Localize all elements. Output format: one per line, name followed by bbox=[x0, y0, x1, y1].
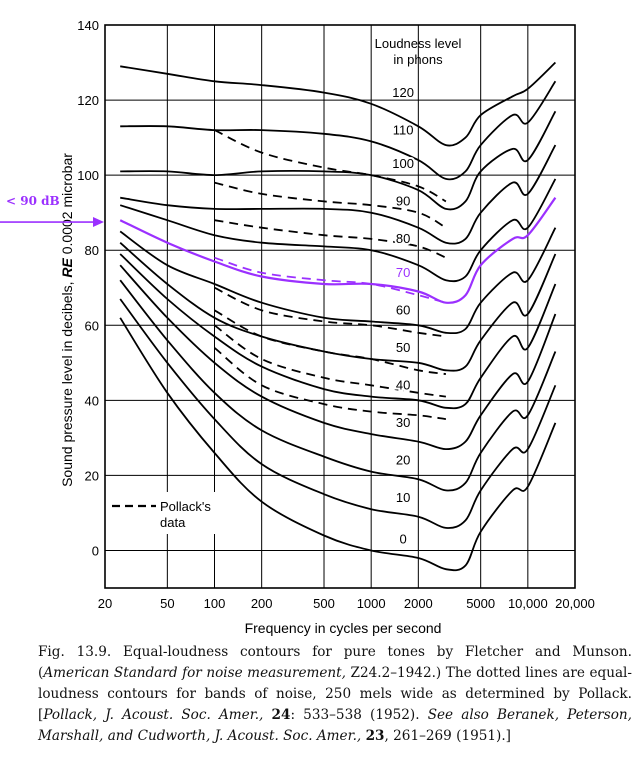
y-tick-label: 60 bbox=[85, 318, 99, 333]
pollack-contour-50 bbox=[214, 309, 447, 375]
pollack-contour-30 bbox=[213, 347, 447, 420]
contour-label-80: 80 bbox=[396, 231, 410, 246]
x-tick-label: 5000 bbox=[466, 596, 495, 611]
contour-80-phon bbox=[119, 178, 557, 283]
contour-label-120: 120 bbox=[392, 85, 414, 100]
contour-90-phon bbox=[120, 144, 557, 245]
x-tick-label: 20 bbox=[98, 596, 112, 611]
y-tick-label: 100 bbox=[77, 168, 99, 183]
contour-60-phon bbox=[119, 227, 557, 335]
plot-frame bbox=[104, 24, 576, 589]
x-tick-label: 50 bbox=[160, 596, 174, 611]
contour-70-phon bbox=[119, 197, 557, 304]
contour-40-phon bbox=[119, 253, 557, 410]
caption-italic-3: See also Beranek, Peterson, Marshall, an… bbox=[38, 707, 632, 744]
pollack-contour-70 bbox=[214, 256, 447, 304]
caption-italic-1: American Standard for noise measurement, bbox=[43, 665, 346, 681]
pollack-legend-label1: Pollack's bbox=[160, 499, 211, 514]
caption-text-1: Equal-loudness contours for pure tones b… bbox=[38, 644, 632, 681]
y-tick-label: 0 bbox=[92, 543, 99, 558]
x-tick-label: 2000 bbox=[404, 596, 433, 611]
y-tick-label: 40 bbox=[85, 393, 99, 408]
contour-label-40: 40 bbox=[396, 378, 410, 393]
x-tick-label: 200 bbox=[251, 596, 273, 611]
axis-ticks: 20 50 100 200 500 1000 2000 5000 10,000 20,000020… bbox=[77, 18, 595, 611]
y-axis-label-part1: Sound pressure level in decibels, bbox=[59, 278, 75, 487]
x-tick-label: 500 bbox=[313, 596, 335, 611]
pollack-contour-40 bbox=[213, 324, 447, 398]
loudness-chart: 20 50 100 200 500 1000 2000 5000 10,000 20,000020… bbox=[0, 18, 595, 636]
contour-120-phon bbox=[120, 61, 557, 147]
annotation-arrow-head bbox=[93, 217, 104, 228]
series-lines bbox=[119, 61, 557, 572]
x-tick-label: 100 bbox=[204, 596, 226, 611]
contour-20-phon bbox=[119, 279, 557, 492]
caption-text-4: : 533–538 (1952). bbox=[290, 707, 428, 723]
annotation-label: < 90 dB bbox=[6, 194, 60, 208]
y-axis-label-part3: 0.0002 microbar bbox=[59, 153, 75, 258]
contour-label-0: 0 bbox=[400, 531, 407, 546]
contour-10-phon bbox=[119, 298, 557, 529]
y-axis-label-part2: RE bbox=[59, 257, 75, 277]
contour-30-phon bbox=[119, 264, 557, 450]
contour-label-10: 10 bbox=[396, 490, 410, 505]
figure-caption: Fig. 13.9. Equal-loudness contours for p… bbox=[38, 642, 632, 747]
caption-italic-2: Pollack, J. Acoust. Soc. Amer., bbox=[43, 707, 264, 723]
contour-label-50: 50 bbox=[396, 340, 410, 355]
caption-text-3 bbox=[263, 707, 271, 723]
legend-header-line2: in phons bbox=[393, 52, 443, 67]
contour-label-110: 110 bbox=[393, 122, 414, 137]
y-tick-label: 20 bbox=[85, 468, 99, 483]
pollack-contour-100 bbox=[214, 181, 447, 229]
x-axis-label: Frequency in cycles per second bbox=[245, 620, 442, 636]
contour-50-phon bbox=[119, 242, 557, 372]
contour-0-phon bbox=[119, 317, 557, 572]
contour-100-phon bbox=[120, 110, 557, 211]
caption-text-6: , 261–269 (1951).] bbox=[384, 728, 511, 744]
y-tick-label: 120 bbox=[77, 93, 99, 108]
contour-label-20: 20 bbox=[396, 453, 410, 468]
caption-text-2: Z24.2–1942.) The dotted lines are equal-… bbox=[38, 665, 632, 723]
contour-label-70: 70 bbox=[396, 265, 410, 280]
x-tick-label: 1000 bbox=[357, 596, 386, 611]
y-tick-label: 140 bbox=[77, 18, 99, 33]
contour-label-60: 60 bbox=[396, 303, 410, 318]
pollack-contour-110 bbox=[214, 129, 447, 203]
caption-volume-24: 24 bbox=[271, 707, 291, 723]
pollack-legend-box bbox=[106, 492, 218, 534]
y-tick-label: 80 bbox=[85, 243, 99, 258]
x-tick-label: 20,000 bbox=[555, 596, 595, 611]
y-axis-label: Sound pressure level in decibels, RE 0.0… bbox=[59, 153, 75, 487]
legend-header-line1: Loudness level bbox=[375, 36, 462, 51]
contour-label-90: 90 bbox=[396, 194, 410, 209]
caption-volume-23: 23 bbox=[365, 728, 385, 744]
x-tick-label: 10,000 bbox=[508, 596, 548, 611]
contour-label-100: 100 bbox=[392, 156, 414, 171]
pollack-legend-label2: data bbox=[160, 515, 186, 530]
pollack-contour-90 bbox=[214, 219, 447, 259]
contour-label-30: 30 bbox=[396, 415, 410, 430]
pollack-contour-60 bbox=[214, 286, 447, 338]
caption-fig-number: Fig. 13.9. bbox=[38, 644, 112, 660]
